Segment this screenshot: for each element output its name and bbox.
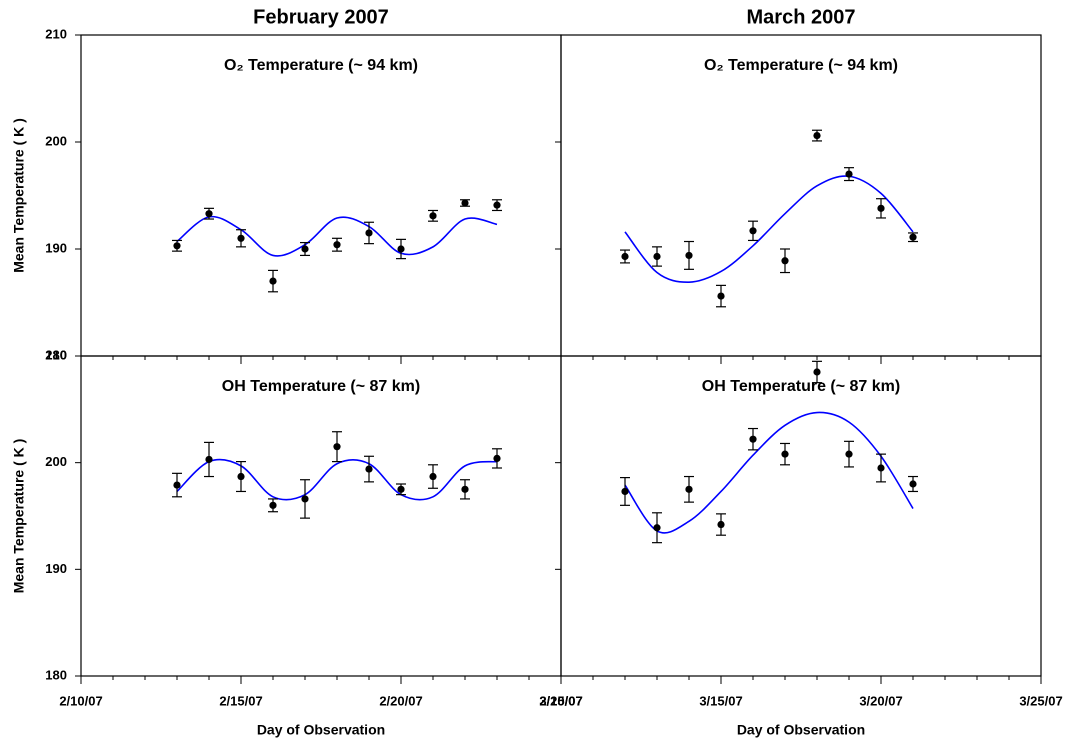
data-point xyxy=(205,455,213,464)
x-axis-label: Day of Observation xyxy=(737,722,865,738)
data-point xyxy=(813,368,821,376)
x-tick-label: 3/15/07 xyxy=(699,693,742,708)
data-point xyxy=(301,495,309,503)
data-point xyxy=(461,199,469,207)
data-point xyxy=(333,443,341,451)
fit-curve xyxy=(624,175,914,283)
y-tick-label: 210 xyxy=(45,26,67,41)
x-tick-label: 3/25/07 xyxy=(1019,693,1062,708)
data-point xyxy=(621,487,629,496)
plot-frame xyxy=(80,34,562,357)
x-tick-label: 2/10/07 xyxy=(59,693,102,708)
data-point xyxy=(301,245,309,253)
panel-title: OH Temperature (~ 87 km) xyxy=(702,378,900,395)
x-axis-label: Day of Observation xyxy=(257,722,385,738)
data-point xyxy=(909,480,917,488)
x-tick-label: 3/20/07 xyxy=(859,693,902,708)
plot-frame xyxy=(80,355,562,677)
data-point xyxy=(653,252,661,261)
panel-title: O₂ Temperature (~ 94 km) xyxy=(224,57,418,74)
data-point xyxy=(749,227,757,235)
fit-curve xyxy=(176,458,498,501)
x-tick-label: 2/25/07 xyxy=(539,693,582,708)
panel-title: OH Temperature (~ 87 km) xyxy=(222,378,420,395)
data-point xyxy=(269,277,277,285)
data-point xyxy=(333,241,341,249)
data-point xyxy=(461,485,469,493)
data-point xyxy=(685,251,693,260)
data-point xyxy=(685,485,693,493)
y-tick-label: 190 xyxy=(45,561,67,576)
y-tick-label: 180 xyxy=(45,667,67,682)
y-tick-label: 200 xyxy=(45,133,67,148)
data-point xyxy=(877,464,885,472)
data-point xyxy=(781,450,789,458)
panel-title: O₂ Temperature (~ 94 km) xyxy=(704,57,898,74)
fit-curve xyxy=(624,411,914,534)
data-point xyxy=(237,472,245,481)
data-point xyxy=(493,201,501,209)
data-point xyxy=(621,252,629,261)
data-point xyxy=(717,292,725,300)
plot-frame xyxy=(560,355,1042,677)
data-point xyxy=(269,501,277,509)
plot-frame xyxy=(560,34,1042,357)
y-tick-label: 180 xyxy=(45,347,67,362)
column-header: March 2007 xyxy=(747,6,856,28)
y-axis-label: Mean Temperature ( K ) xyxy=(11,439,27,594)
data-point xyxy=(397,485,405,493)
data-point xyxy=(653,524,661,532)
y-tick-label: 210 xyxy=(45,347,67,362)
y-axis-label: Mean Temperature ( K ) xyxy=(11,118,27,273)
data-point xyxy=(365,229,373,237)
data-point xyxy=(173,242,181,250)
x-tick-label: 2/20/07 xyxy=(379,693,422,708)
data-point xyxy=(781,257,789,265)
data-point xyxy=(429,472,437,481)
y-tick-label: 190 xyxy=(45,240,67,255)
data-point xyxy=(429,212,437,220)
data-point xyxy=(493,454,501,462)
x-tick-label: 3/10/07 xyxy=(539,693,582,708)
data-point xyxy=(205,210,213,218)
data-point xyxy=(397,245,405,253)
x-tick-label: 2/15/07 xyxy=(219,693,262,708)
y-tick-label: 200 xyxy=(45,454,67,469)
data-point xyxy=(173,481,181,489)
data-point xyxy=(845,450,853,458)
data-point xyxy=(365,465,373,473)
data-point xyxy=(717,520,725,529)
data-point xyxy=(813,131,821,140)
column-header: February 2007 xyxy=(253,6,389,28)
fit-curve xyxy=(176,215,498,257)
data-point xyxy=(237,234,245,242)
data-point xyxy=(749,435,757,443)
data-point xyxy=(877,204,885,212)
data-point xyxy=(909,233,917,241)
data-point xyxy=(845,170,853,178)
